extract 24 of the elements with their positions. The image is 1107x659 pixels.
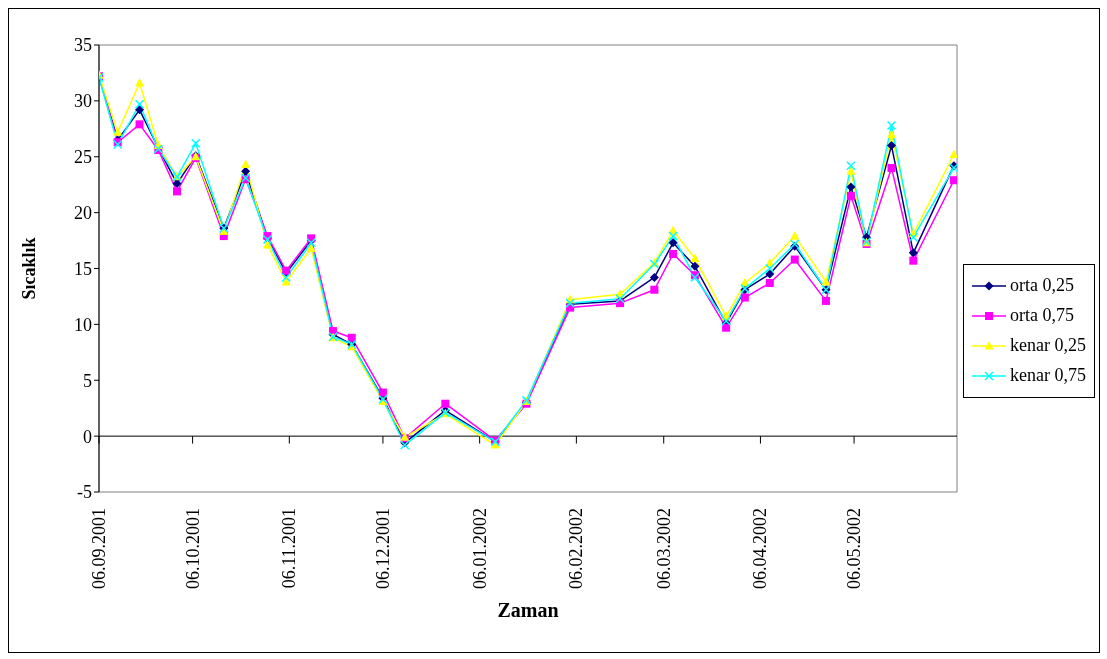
x-tick-label: 06.12.2001 bbox=[372, 508, 393, 589]
y-tick-label: 0 bbox=[83, 426, 92, 447]
legend-label: orta 0,25 bbox=[1010, 275, 1074, 296]
legend-label: kenar 0,25 bbox=[1010, 335, 1086, 356]
x-tick-label: 06.11.2001 bbox=[279, 508, 300, 589]
x-tick-label: 06.03.2002 bbox=[653, 508, 674, 589]
x-axis-title: Zaman bbox=[497, 599, 559, 621]
x-tick-label: 06.01.2002 bbox=[469, 508, 490, 589]
y-tick-label: 10 bbox=[74, 314, 92, 335]
x-tick-label: 06.02.2002 bbox=[566, 508, 587, 589]
x-tick-label: 06.09.2001 bbox=[89, 508, 109, 589]
legend-label: kenar 0,75 bbox=[1010, 365, 1086, 386]
y-tick-label: 20 bbox=[74, 203, 92, 224]
y-tick-label: 15 bbox=[74, 258, 92, 279]
legend-label: orta 0,75 bbox=[1010, 305, 1074, 326]
y-tick-label: 30 bbox=[74, 91, 92, 112]
y-tick-label: 5 bbox=[83, 370, 92, 391]
y-axis-title: Sıcaklık bbox=[19, 237, 40, 300]
x-tick-label: 06.05.2002 bbox=[844, 508, 865, 589]
y-tick-label: -5 bbox=[77, 482, 92, 503]
x-tick-label: 06.10.2001 bbox=[182, 508, 203, 589]
x-tick-label: 06.04.2002 bbox=[750, 508, 771, 589]
y-tick-label: 25 bbox=[74, 147, 92, 168]
y-tick-label: 35 bbox=[74, 35, 92, 56]
